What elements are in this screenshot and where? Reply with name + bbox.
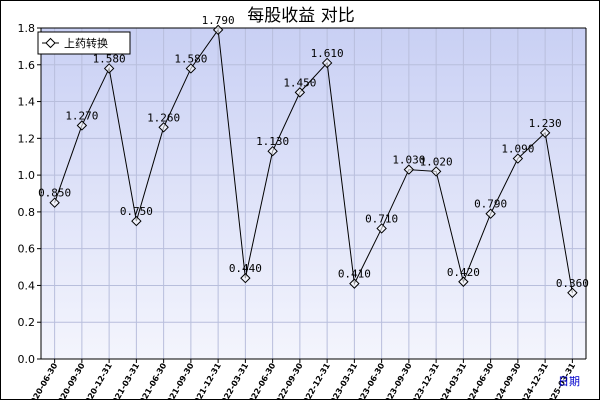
data-label: 1.230 xyxy=(529,117,562,130)
data-point-marker xyxy=(512,153,524,164)
y-tick-label: 0.4 xyxy=(18,279,36,292)
series-line xyxy=(54,28,573,293)
data-label: 1.580 xyxy=(93,52,126,65)
data-label: 1.450 xyxy=(283,76,316,89)
data-label: 1.580 xyxy=(174,52,207,65)
data-point-marker xyxy=(131,215,142,227)
data-point-marker xyxy=(267,145,278,157)
x-axis-ticks: 2020-06-302020-09-302020-12-312021-03-31… xyxy=(26,359,577,399)
data-label: 0.360 xyxy=(556,277,589,290)
data-point-marker xyxy=(349,278,360,289)
data-point-marker xyxy=(567,287,578,299)
data-point-marker xyxy=(485,208,496,219)
axes xyxy=(40,27,587,360)
x-axis-label: 日期 xyxy=(558,375,580,388)
data-label: 1.130 xyxy=(256,135,289,148)
data-point-marker xyxy=(240,272,251,284)
data-label: 1.020 xyxy=(420,155,453,168)
data-label: 0.710 xyxy=(365,212,398,225)
data-label: 0.790 xyxy=(474,198,507,211)
y-tick-label: 0.8 xyxy=(18,206,36,219)
data-label: 1.030 xyxy=(392,154,425,167)
data-label: 0.850 xyxy=(38,187,71,200)
data-label: 0.420 xyxy=(447,266,480,279)
legend: 上药转换 xyxy=(37,31,131,55)
y-tick-label: 0.6 xyxy=(18,243,36,256)
data-point-marker xyxy=(430,166,442,177)
data-point-marker xyxy=(539,127,551,139)
y-tick-label: 1.6 xyxy=(18,59,36,72)
data-point-marker xyxy=(103,63,115,74)
data-point-marker xyxy=(49,197,60,208)
data-label: 0.410 xyxy=(338,268,371,281)
data-label: 1.270 xyxy=(65,109,98,122)
data-label: 0.750 xyxy=(120,205,153,218)
x-tick-label: 2020-06-30 xyxy=(26,361,60,399)
y-tick-label: 0.2 xyxy=(18,316,36,329)
data-label: 1.260 xyxy=(147,111,180,124)
data-point-marker xyxy=(376,223,387,234)
chart-title: 每股收益 对比 xyxy=(247,6,354,26)
series-layer: 0.850 1.270 1.580 0.750 1.260 1.580 1.790 0.440… xyxy=(38,14,589,299)
y-tick-label: 0.0 xyxy=(18,353,36,366)
data-point-marker xyxy=(212,24,224,36)
y-tick-label: 1.8 xyxy=(18,22,36,35)
data-point-marker xyxy=(158,122,169,133)
data-label: 1.090 xyxy=(501,143,534,156)
y-tick-label: 1.0 xyxy=(18,169,36,182)
data-point-marker xyxy=(403,164,415,175)
legend-label: 上药转换 xyxy=(64,36,108,50)
y-tick-label: 1.2 xyxy=(18,132,36,145)
data-label: 1.790 xyxy=(202,14,235,27)
legend-diamond-marker xyxy=(45,37,56,49)
data-point-marker xyxy=(76,120,88,131)
data-point-marker xyxy=(294,87,306,98)
data-label: 1.610 xyxy=(311,47,344,60)
data-point-marker xyxy=(321,57,333,69)
data-point-marker xyxy=(185,63,197,74)
legend-box xyxy=(37,31,131,55)
data-label: 0.440 xyxy=(229,262,262,275)
y-tick-label: 1.4 xyxy=(18,96,36,109)
data-point-marker xyxy=(458,276,469,287)
y-axis-ticks: 0.0 0.2 0.4 0.6 0.8 1.0 1.2 1.4 1.6 1.8 xyxy=(18,22,41,366)
